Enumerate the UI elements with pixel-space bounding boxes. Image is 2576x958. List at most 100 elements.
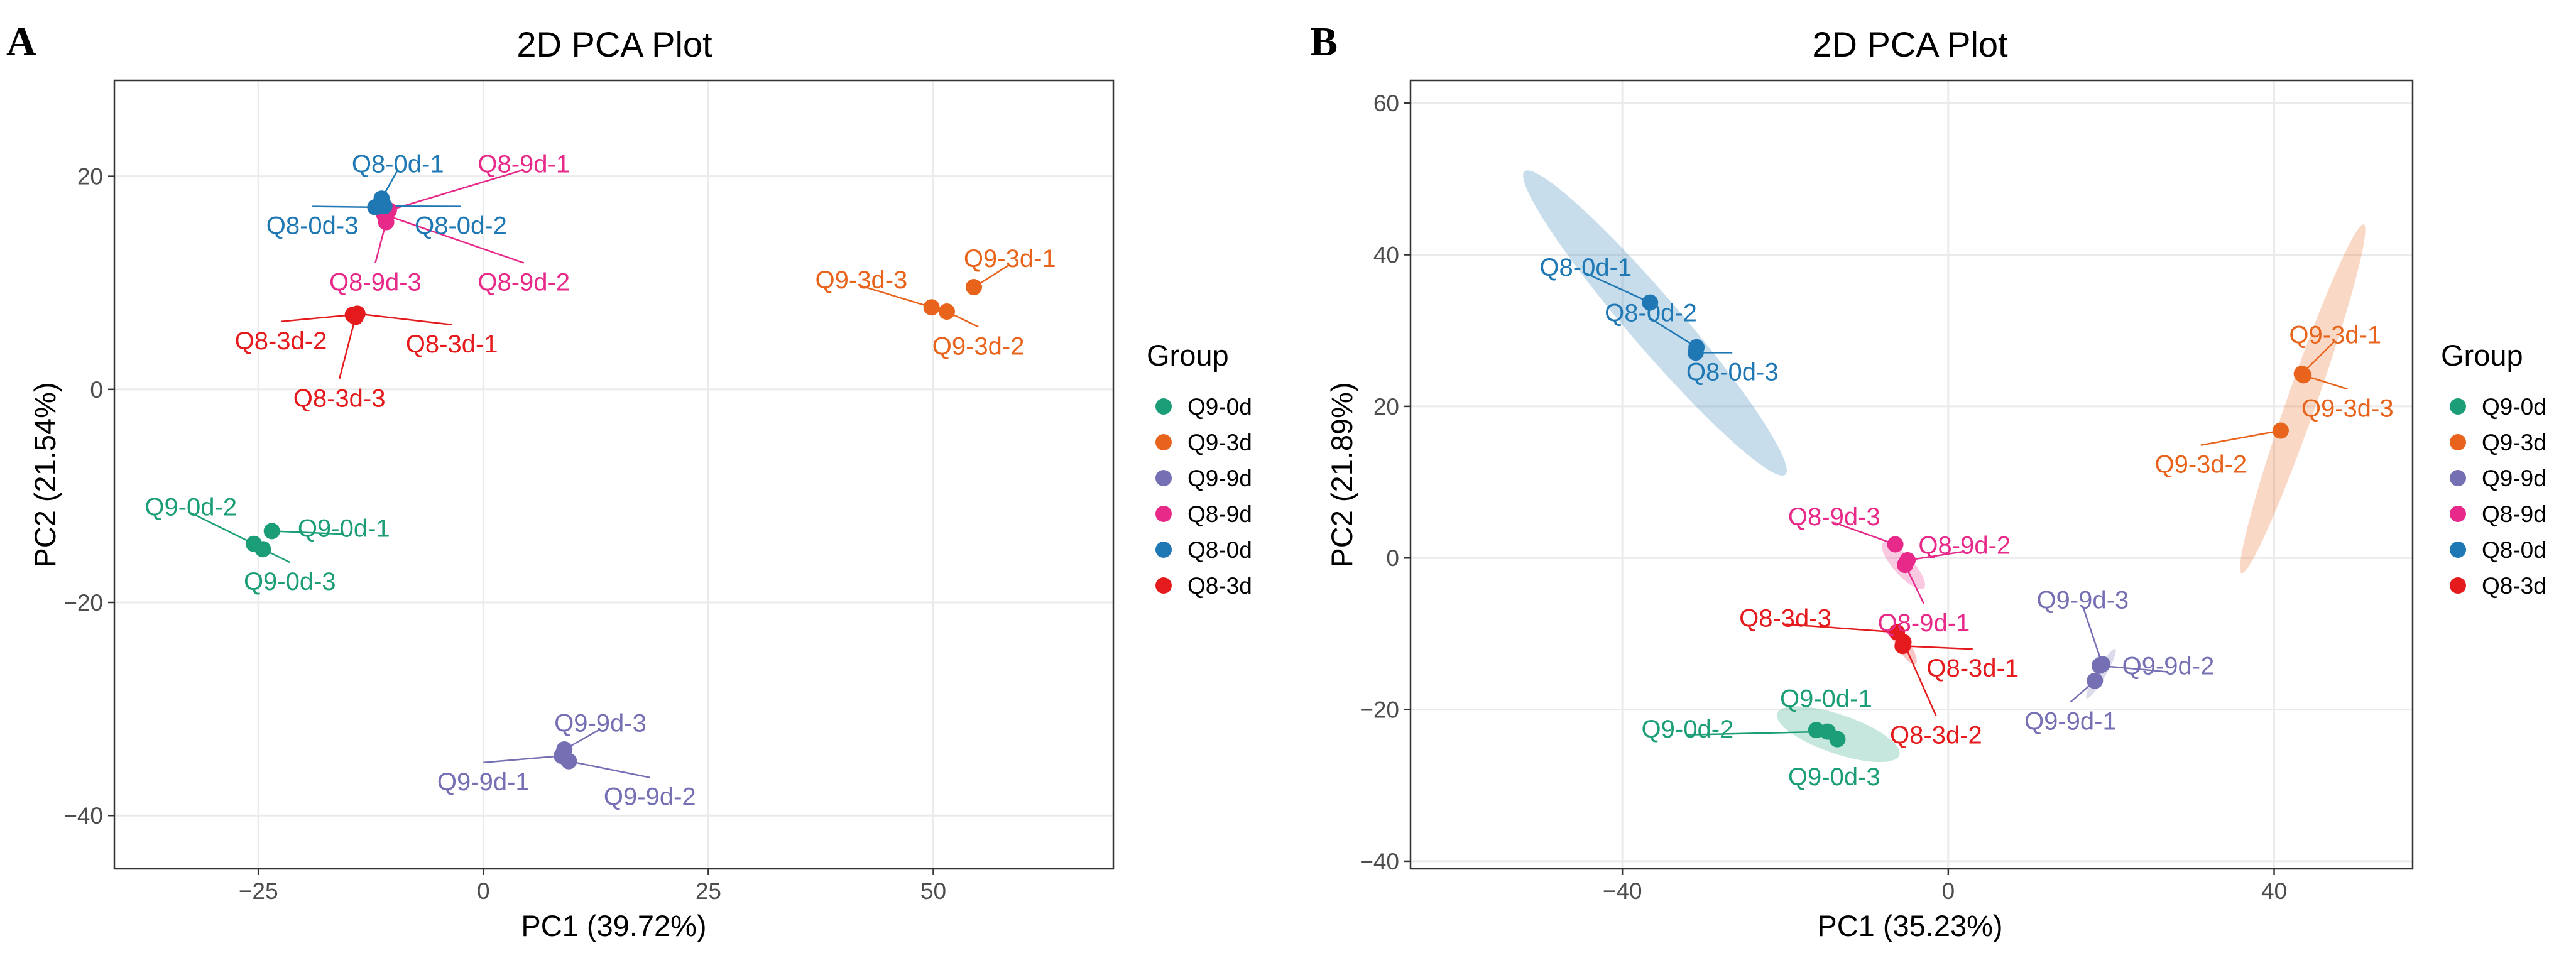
legend-label: Q9-9d <box>1187 465 1252 491</box>
point-label: Q9-0d-2 <box>1642 716 1734 743</box>
x-tick-label: 0 <box>477 878 490 904</box>
panel-b: B 2D PCA Plot Q9-0d-1 Q9-0d-2 Q9-0d-3 Q9-3d… <box>1310 19 2546 942</box>
point-label: Q9-9d-1 <box>437 768 530 796</box>
label-connector <box>1833 521 1896 545</box>
legend-label: Q8-0d <box>1187 537 1252 563</box>
y-tick-label: −40 <box>1360 849 1399 874</box>
y-tick-label: 0 <box>1386 545 1399 571</box>
point-label: Q8-3d-2 <box>235 327 327 355</box>
data-point <box>367 199 384 215</box>
data-point <box>1899 552 1916 569</box>
panel-b-points <box>1642 294 2312 748</box>
label-connector <box>483 754 562 764</box>
legend-key <box>1155 398 1172 415</box>
point-label: Q9-9d-1 <box>2024 708 2117 736</box>
panel-a-label-connectors <box>190 169 1010 778</box>
legend-label: Q8-3d <box>2482 573 2546 599</box>
point-label: Q8-3d-2 <box>1890 721 1982 749</box>
point-label: Q9-0d-1 <box>298 514 390 542</box>
point-label: Q9-3d-3 <box>816 266 908 294</box>
panel-b-y-axis-title: PC2 (21.89%) <box>1325 382 1358 567</box>
y-tick-label: 60 <box>1373 90 1399 116</box>
x-tick-label: −40 <box>1603 878 1642 904</box>
point-label: Q9-3d-3 <box>2301 395 2394 422</box>
legend-key <box>1155 434 1172 450</box>
panel-a-legend: Q9-0d Q9-3d Q9-9d Q8-9d Q8-0d Q8-3d <box>1155 394 1252 599</box>
panel-a-plot-frame <box>113 79 1115 870</box>
panel-a-point-labels: Q9-0d-1 Q9-0d-2 Q9-0d-3 Q9-3d-1 Q9-3d-2 Q9-3d… <box>145 150 1056 810</box>
label-connector <box>338 317 357 379</box>
data-point <box>347 308 364 325</box>
point-label: Q8-9d-3 <box>1788 503 1880 531</box>
data-point <box>1829 731 1846 748</box>
point-label: Q9-9d-3 <box>554 710 647 738</box>
point-label: Q8-0d-2 <box>1605 299 1697 327</box>
legend-label: Q9-9d <box>2482 465 2546 491</box>
panel-b-ticks: −40 0 40 −40 −20 0 20 40 60 <box>1360 90 2287 904</box>
panel-b-legend-title: Group <box>2441 339 2523 372</box>
point-label: Q9-3d-1 <box>964 245 1056 273</box>
point-label: Q9-0d-3 <box>1788 763 1880 791</box>
data-point <box>1687 344 1704 361</box>
label-connector <box>1687 731 1828 736</box>
legend-key <box>2450 470 2466 486</box>
data-point <box>2093 656 2110 673</box>
label-connector <box>1902 645 1973 650</box>
point-label: Q8-9d-1 <box>1878 609 1970 637</box>
panel-b-label-connectors <box>1585 272 2348 736</box>
label-connector <box>388 169 525 212</box>
legend-label: Q8-3d <box>1187 573 1252 599</box>
y-tick-label: −20 <box>1360 697 1399 723</box>
panel-a-points <box>246 190 982 770</box>
point-label: Q8-0d-3 <box>266 212 359 240</box>
legend-key <box>1155 542 1172 558</box>
point-label: Q8-3d-3 <box>293 384 386 412</box>
y-tick-label: 20 <box>1373 394 1399 420</box>
label-connector <box>384 214 525 264</box>
point-label: Q9-9d-2 <box>604 783 696 811</box>
panel-a-x-axis-title: PC1 (39.72%) <box>521 909 706 942</box>
point-label: Q9-0d-1 <box>1780 685 1872 712</box>
data-point <box>2087 672 2104 689</box>
label-connector <box>861 285 932 308</box>
legend-key <box>1155 470 1172 486</box>
label-connector <box>190 512 254 545</box>
panel-a-ticks: −25 0 25 50 −40 −20 0 20 <box>63 164 946 904</box>
data-point <box>378 214 395 231</box>
label-connector <box>2200 430 2281 446</box>
label-connector <box>280 313 353 323</box>
label-connector <box>1585 272 1651 303</box>
legend-key <box>2450 434 2466 450</box>
point-label: Q9-0d-3 <box>244 568 336 596</box>
point-label: Q8-0d-1 <box>352 150 444 178</box>
label-connector <box>2082 606 2104 665</box>
panel-a-title: 2D PCA Plot <box>516 24 712 64</box>
x-tick-label: −25 <box>239 878 278 904</box>
point-label: Q8-3d-3 <box>1739 605 1831 633</box>
legend-key <box>2450 398 2466 415</box>
confidence-ellipse <box>2240 224 2366 574</box>
data-point <box>263 523 280 540</box>
data-point <box>2272 422 2289 439</box>
panel-b-title: 2D PCA Plot <box>1812 24 2008 64</box>
x-tick-label: 25 <box>696 878 721 904</box>
legend-key <box>1155 577 1172 594</box>
point-label: Q8-9d-2 <box>478 269 570 297</box>
legend-key <box>1155 506 1172 522</box>
point-label: Q8-0d-3 <box>1686 358 1779 386</box>
point-label: Q8-0d-2 <box>415 212 507 240</box>
point-label: Q8-9d-1 <box>478 150 570 178</box>
legend-label: Q8-9d <box>2482 501 2546 527</box>
point-label: Q8-3d-1 <box>406 330 498 358</box>
label-connector <box>357 313 452 326</box>
x-tick-label: 40 <box>2261 878 2287 904</box>
data-point <box>1889 624 1906 641</box>
point-label: Q9-9d-2 <box>2122 653 2215 680</box>
data-point <box>254 541 271 558</box>
data-point <box>939 303 955 320</box>
label-connector <box>1902 641 1937 716</box>
label-connector <box>384 205 461 207</box>
legend-key <box>2450 506 2466 522</box>
data-point <box>556 741 573 758</box>
panel-b-x-axis-title: PC1 (35.23%) <box>1817 909 2002 942</box>
